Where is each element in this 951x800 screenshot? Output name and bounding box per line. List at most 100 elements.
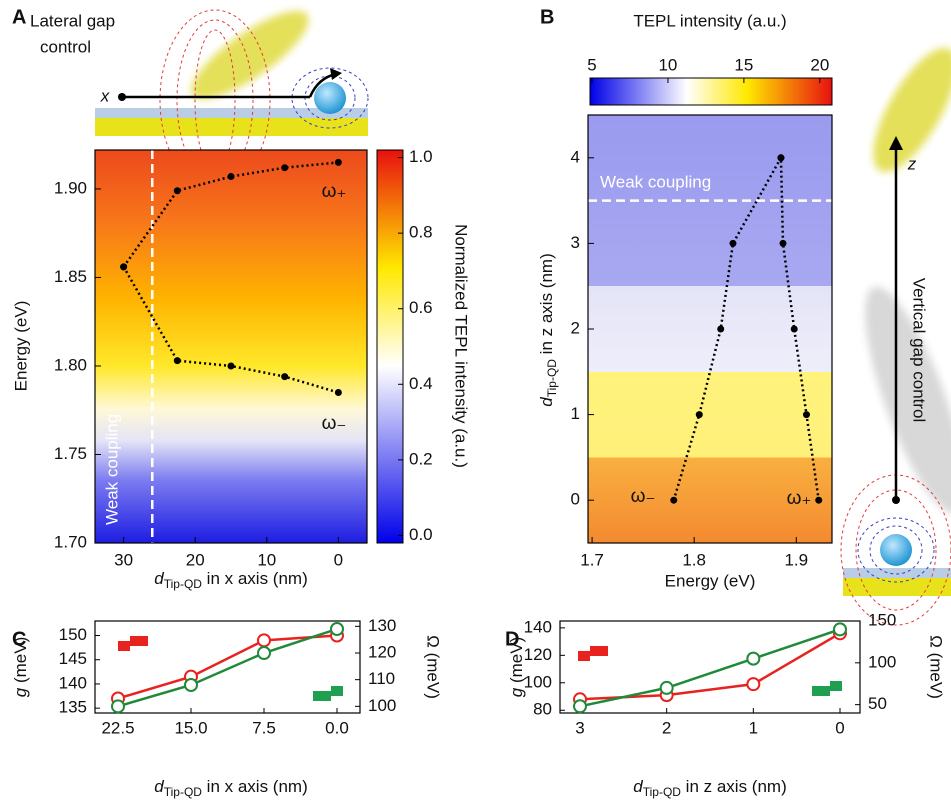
data-point <box>257 646 271 660</box>
weak-coupling-label: Weak coupling <box>600 172 711 191</box>
peak-label: ω₋ <box>631 486 656 507</box>
peak-point <box>227 173 235 181</box>
y-axis-label-symbol: g <box>507 687 526 697</box>
peak-label: ω₊ <box>787 488 812 509</box>
x-axis-label: Energy (eV) <box>665 571 756 590</box>
y-tick-label: 1.85 <box>54 267 87 286</box>
colorbar-tick-label: 0.6 <box>409 298 433 317</box>
x-tick-label: 7.5 <box>252 718 276 737</box>
peak-point <box>717 325 725 333</box>
y-axis-label-text: (meV) <box>507 637 526 688</box>
peak-point <box>334 389 342 397</box>
y-tick-label: 140 <box>524 617 552 636</box>
y-tick-label: 1.70 <box>54 532 87 551</box>
x-axis-label-symbol: d <box>633 777 643 796</box>
data-point <box>257 633 271 648</box>
x-tick-label: 1.8 <box>682 550 706 569</box>
y-tick-label: 1.75 <box>54 444 87 463</box>
y-axis-label: g (meV) <box>11 637 30 697</box>
colorbar-label: TEPL intensity (a.u.) <box>633 11 786 30</box>
y-tick-label: 80 <box>533 700 552 719</box>
data-point <box>833 622 847 637</box>
peak-point <box>227 362 235 370</box>
y2-tick-label: 50 <box>868 694 887 713</box>
x-tick-label: 0 <box>334 550 343 569</box>
colorbar-tick-label: 0.4 <box>409 374 433 393</box>
data-point <box>111 699 125 714</box>
y-tick-label: 135 <box>59 698 87 717</box>
peak-line <box>672 157 783 501</box>
x-axis-label: dTip-QD in x axis (nm) <box>154 569 308 591</box>
diagram-label: control <box>40 37 91 56</box>
diagram-label: Lateral gap <box>30 11 115 30</box>
x-tick-label: 1.9 <box>784 550 808 569</box>
x-tick-label: 1 <box>749 718 758 737</box>
axis-arrows <box>118 636 842 701</box>
y-tick-label: 140 <box>59 673 87 692</box>
x-tick-label: 15.0 <box>174 718 207 737</box>
plot-frame <box>587 114 833 544</box>
axis-symbol: z <box>907 154 917 173</box>
x-tick-label: 2 <box>662 718 671 737</box>
colorbar-tick-label: 5 <box>587 55 596 74</box>
colorbar-tick-label: 0.8 <box>409 223 433 242</box>
colorbar-label: Normalized TEPL intensity (a.u.) <box>452 224 471 468</box>
x-tick-label: 22.5 <box>101 718 134 737</box>
y-axis-label-text: (meV) <box>11 637 30 688</box>
y2-tick-label: 130 <box>368 616 396 635</box>
x-axis-label-subscript: Tip-QD <box>643 785 682 799</box>
peak-point <box>802 411 810 419</box>
colorbar-tick-label: 0.2 <box>409 449 433 468</box>
peak-point <box>695 411 703 419</box>
diagram-label: Vertical gap control <box>910 278 929 423</box>
x-axis-label-subscript: Tip-QD <box>164 785 203 799</box>
colorbar-tick-label: 20 <box>810 55 829 74</box>
peak-line <box>122 161 339 268</box>
x-tick-label: 0.0 <box>325 718 349 737</box>
y-axis-label-symbol: g <box>11 687 30 697</box>
y2-tick-label: 100 <box>368 696 396 715</box>
panel-letter: C <box>12 628 26 650</box>
colorbar <box>589 77 833 106</box>
y-tick-label: 3 <box>571 233 580 252</box>
x-axis-label-symbol: d <box>154 569 164 588</box>
y2-axis-label: Ω (meV) <box>927 635 946 699</box>
data-point <box>573 699 587 714</box>
plot-frame <box>94 149 368 544</box>
x-axis-label-text: in z axis (nm) <box>681 777 787 796</box>
series-line <box>579 628 841 708</box>
plot-frame <box>94 620 361 714</box>
x-axis-label-symbol: d <box>154 777 164 796</box>
y-tick-label: 0 <box>571 490 580 509</box>
data-point <box>184 678 198 692</box>
y2-tick-label: 150 <box>868 610 896 629</box>
y-tick-label: 120 <box>524 645 552 664</box>
peak-point <box>334 158 342 166</box>
panel-letter: A <box>12 6 26 28</box>
data-point <box>746 651 761 666</box>
y-axis-label-symbol: d <box>537 397 556 407</box>
panel-letter: B <box>540 6 554 28</box>
y-tick-label: 1.90 <box>54 178 87 197</box>
y2-tick-label: 120 <box>368 642 396 661</box>
y-tick-label: 145 <box>59 649 87 668</box>
colorbar-tick-label: 10 <box>658 55 677 74</box>
y2-tick-label: 110 <box>368 669 395 688</box>
colorbar-tick-label: 1.0 <box>409 147 433 166</box>
axis-symbol: x <box>100 86 110 105</box>
peak-label: ω₊ <box>322 181 347 202</box>
peak-point <box>779 239 787 247</box>
y-axis-label-subscript: Tip-QD <box>545 359 559 398</box>
peak-point <box>729 239 737 247</box>
data-point <box>746 677 761 692</box>
colorbar-tick-label: 0.0 <box>409 525 433 544</box>
x-tick-label: 10 <box>257 550 276 569</box>
peak-point <box>815 496 823 504</box>
y-tick-label: 4 <box>571 147 580 166</box>
peak-point <box>777 154 785 162</box>
plot-frame <box>559 620 861 714</box>
series-line <box>117 627 338 708</box>
heatmap <box>95 150 367 543</box>
y2-tick-label: 100 <box>868 652 896 671</box>
